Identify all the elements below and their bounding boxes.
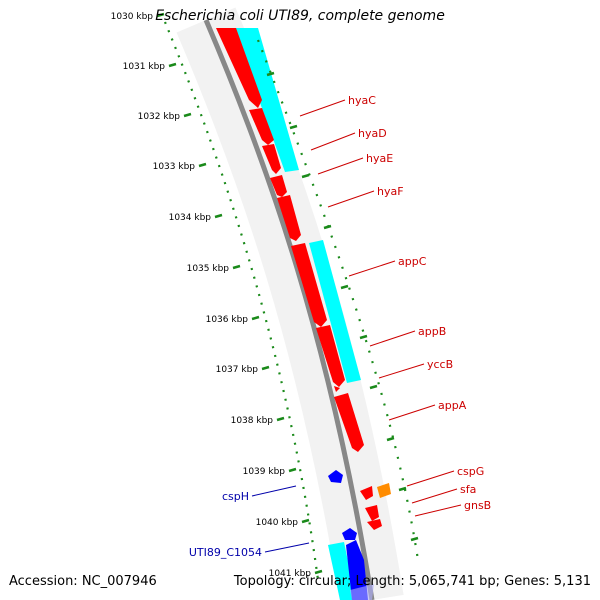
cds-arrow-reverse-1 bbox=[328, 470, 343, 483]
tick-mark-1 bbox=[156, 12, 165, 18]
backbone-line bbox=[203, 19, 375, 600]
gene-leader-hyaf bbox=[327, 190, 375, 208]
tick-label-7: 1036 kbp bbox=[206, 315, 249, 325]
gene-leader-appa bbox=[388, 404, 436, 421]
map-title: Escherichia coli UTI89, complete genome bbox=[155, 8, 445, 24]
gene-leader-hyae bbox=[317, 157, 364, 175]
tick-label-1: 1030 kbp bbox=[111, 12, 154, 22]
cds-arrow-forward-6 bbox=[291, 243, 327, 327]
cds-arrow-forward-12 bbox=[367, 519, 382, 530]
topology-info: Topology: circular; Length: 5,065,741 bp… bbox=[233, 574, 591, 589]
outer-tick-8 bbox=[386, 436, 395, 442]
feature-orange bbox=[377, 483, 391, 498]
tick-mark-2 bbox=[168, 62, 177, 68]
tick-mark-10 bbox=[288, 467, 297, 473]
tick-mark-3 bbox=[183, 112, 192, 118]
gene-label-appc: appC bbox=[398, 255, 427, 268]
tick-label-4: 1033 kbp bbox=[153, 162, 196, 172]
gene-label-csph: cspH bbox=[222, 490, 249, 503]
cds-shadow bbox=[350, 584, 374, 600]
tick-mark-12 bbox=[314, 569, 323, 575]
outer-tick-4 bbox=[323, 224, 332, 230]
cds-arrow-forward-9 bbox=[334, 393, 364, 452]
tick-label-3: 1032 kbp bbox=[138, 112, 181, 122]
gene-leader-csph bbox=[251, 485, 297, 497]
gene-label-uti89_c1054: UTI89_C1054 bbox=[189, 546, 262, 559]
cds-arrow-forward-11 bbox=[365, 505, 379, 521]
tick-label-2: 1031 kbp bbox=[123, 62, 166, 72]
gene-label-hyac: hyaC bbox=[348, 94, 376, 107]
outer-tick-10 bbox=[410, 536, 419, 542]
outer-tick-2 bbox=[289, 124, 298, 130]
outer-tick-6 bbox=[359, 334, 368, 340]
gene-leader-hyad bbox=[310, 132, 356, 151]
gene-label-cspg: cspG bbox=[457, 465, 484, 478]
gene-leader-cspg bbox=[406, 470, 455, 487]
tick-mark-11 bbox=[301, 518, 310, 524]
cds-arrow-forward-1 bbox=[216, 28, 262, 108]
tick-label-9: 1038 kbp bbox=[231, 416, 274, 426]
gene-label-sfa: sfa bbox=[460, 483, 476, 496]
tick-label-10: 1039 kbp bbox=[243, 467, 286, 477]
gene-leader-uti89_c1054 bbox=[264, 542, 310, 553]
gene-label-gnsb: gnsB bbox=[464, 499, 491, 512]
outer-tick-1 bbox=[266, 71, 275, 77]
cds-arrow-forward-8 bbox=[334, 384, 344, 392]
outer-tick-9 bbox=[398, 486, 407, 492]
gene-label-hyad: hyaD bbox=[358, 127, 387, 140]
tick-label-5: 1034 kbp bbox=[169, 213, 212, 223]
accession-text: Accession: NC_007946 bbox=[9, 574, 157, 589]
gene-leader-appc bbox=[348, 260, 396, 277]
cds-arrow-forward-5 bbox=[277, 195, 301, 241]
cds-arrow-forward-2 bbox=[249, 108, 274, 145]
gene-leader-hyac bbox=[299, 99, 346, 117]
tick-mark-4 bbox=[198, 162, 207, 168]
gene-leader-appb bbox=[369, 330, 416, 347]
gene-label-appb: appB bbox=[418, 325, 446, 338]
tick-mark-9 bbox=[276, 416, 285, 422]
highlight-block-1 bbox=[233, 28, 299, 172]
gene-leader-yccb bbox=[378, 363, 425, 379]
gene-label-hyaf: hyaF bbox=[377, 185, 404, 198]
tick-mark-8 bbox=[261, 365, 270, 371]
cds-arrow-reverse-2 bbox=[342, 528, 357, 540]
cds-arrow-forward-7 bbox=[316, 325, 345, 387]
cds-arrow-forward-3 bbox=[262, 144, 281, 174]
highlight-block-3 bbox=[328, 542, 356, 600]
tick-mark-7 bbox=[251, 315, 260, 321]
gene-label-appa: appA bbox=[438, 399, 467, 412]
tick-mark-6 bbox=[232, 264, 241, 270]
outer-tick-3 bbox=[301, 173, 310, 179]
tick-label-12: 1041 kbp bbox=[269, 569, 312, 579]
outer-tick-5 bbox=[340, 284, 349, 290]
highlight-block-2 bbox=[309, 240, 361, 383]
gene-leader-sfa bbox=[411, 488, 458, 504]
backbone-halo bbox=[176, 7, 404, 600]
cds-arrow-forward-10 bbox=[360, 486, 373, 500]
inner-tick-ring bbox=[163, 21, 320, 581]
tick-label-8: 1037 kbp bbox=[216, 365, 259, 375]
tick-label-6: 1035 kbp bbox=[187, 264, 230, 274]
gene-label-hyae: hyaE bbox=[366, 152, 393, 165]
tick-mark-5 bbox=[214, 213, 223, 219]
cds-arrow-reverse-3 bbox=[346, 540, 368, 600]
cds-arrow-forward-4 bbox=[270, 175, 287, 197]
tick-label-11: 1040 kbp bbox=[256, 518, 299, 528]
outer-tick-7 bbox=[369, 384, 378, 390]
gene-label-yccb: yccB bbox=[427, 358, 453, 371]
gene-leader-gnsb bbox=[414, 504, 462, 517]
